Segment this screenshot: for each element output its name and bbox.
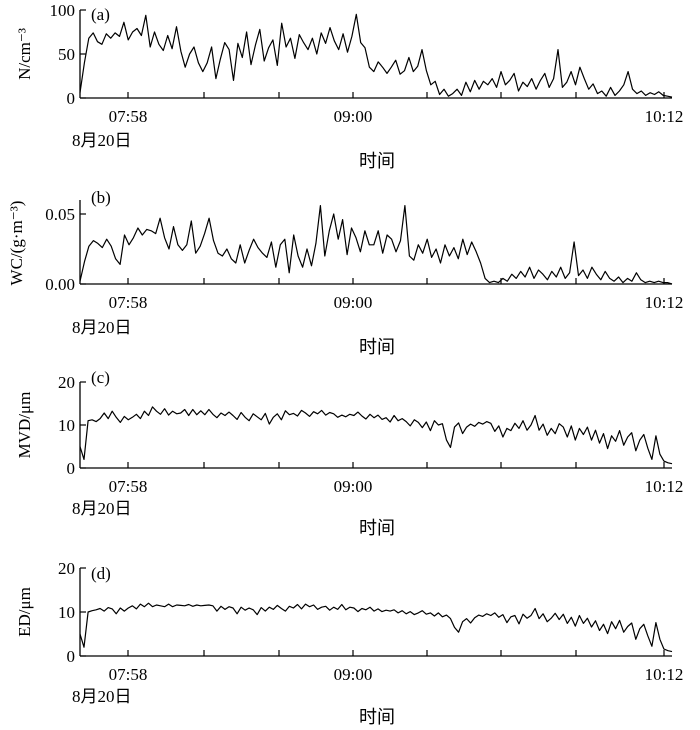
panel-d-date-label: 8月20日 <box>72 687 132 706</box>
panel-a-y-axis-label: N/cm⁻³ <box>15 28 34 80</box>
panel-a-y-tick-label: 0 <box>67 89 76 108</box>
panel-a-series-line <box>79 13 673 98</box>
panel-d-y-tick-label: 10 <box>58 603 75 622</box>
panel-d-y-tick-label: 0 <box>67 647 76 666</box>
panel-c-y-axis-label: MVD/μm <box>15 392 34 459</box>
panel-b-y-tick-label: 0.05 <box>45 205 75 224</box>
panel-b-series-line <box>79 205 673 285</box>
panel-b-y-axis-label: WC/(g·m⁻³) <box>7 201 26 286</box>
panel-d: (d) ED/μm 0 10 20 07:58 09:00 10:12 8月20日 时间 <box>15 559 683 727</box>
panel-c-date-label: 8月20日 <box>72 499 132 518</box>
panel-c-x-ticks: 07:58 09:00 10:12 <box>109 462 684 496</box>
panel-b-x-tick-label: 10:12 <box>645 293 684 312</box>
panel-d-x-axis-label: 时间 <box>359 707 395 727</box>
panel-a-x-tick-label: 10:12 <box>645 107 684 126</box>
panel-d-series-line <box>79 602 673 653</box>
panel-c-label: (c) <box>91 368 110 387</box>
panel-a-y-ticks: 0 50 100 <box>50 1 86 108</box>
panel-d-label: (d) <box>91 564 111 583</box>
panel-b-x-axis-label: 时间 <box>359 337 395 357</box>
panel-c-x-tick-label: 10:12 <box>645 477 684 496</box>
panel-c-y-ticks: 0 10 20 <box>58 373 86 478</box>
panel-a-date-label: 8月20日 <box>72 131 132 150</box>
panel-b-y-tick-label: 0.00 <box>45 275 75 294</box>
panel-a-label: (a) <box>91 5 110 24</box>
panel-d-y-ticks: 0 10 20 <box>58 559 86 666</box>
panel-c-y-tick-label: 10 <box>58 416 75 435</box>
panel-c-x-axis-label: 时间 <box>359 518 395 538</box>
panel-b: (b) WC/(g·m⁻³) 0.000.05 07:58 09:00 10:12 … <box>7 188 683 357</box>
panel-d-y-tick-label: 20 <box>58 559 75 578</box>
panel-b-x-tick-label: 07:58 <box>109 293 148 312</box>
panel-d-y-axis-label: ED/μm <box>15 587 34 637</box>
panel-a-y-tick-label: 50 <box>58 45 75 64</box>
panel-c-series-line <box>79 406 673 465</box>
panel-d-x-tick-label: 10:12 <box>645 665 684 684</box>
panel-a-x-ticks: 07:58 09:00 10:12 <box>109 92 684 126</box>
panel-b-x-ticks: 07:58 09:00 10:12 <box>109 278 684 312</box>
panel-a-x-tick-label: 09:00 <box>334 107 373 126</box>
panel-c: (c) MVD/μm 0 10 20 07:58 09:00 10:12 8月20日 时… <box>15 368 683 538</box>
panel-b-x-tick-label: 09:00 <box>334 293 373 312</box>
panel-d-x-tick-label: 07:58 <box>109 665 148 684</box>
panel-a-x-tick-label: 07:58 <box>109 107 148 126</box>
panel-b-y-ticks: 0.00 0.05 <box>45 205 86 294</box>
panel-c-x-tick-label: 07:58 <box>109 477 148 496</box>
panel-b-label: (b) <box>91 188 111 207</box>
panel-c-y-tick-label: 20 <box>58 373 75 392</box>
panel-a-y-tick-label: 100 <box>50 1 76 20</box>
panel-b-date-label: 8月20日 <box>72 318 132 337</box>
panel-c-x-tick-label: 09:00 <box>334 477 373 496</box>
panel-d-x-ticks: 07:58 09:00 10:12 <box>109 650 684 684</box>
panel-d-x-tick-label: 09:00 <box>334 665 373 684</box>
panel-a-x-axis-label: 时间 <box>359 151 395 171</box>
panel-c-y-tick-label: 0 <box>67 459 76 478</box>
